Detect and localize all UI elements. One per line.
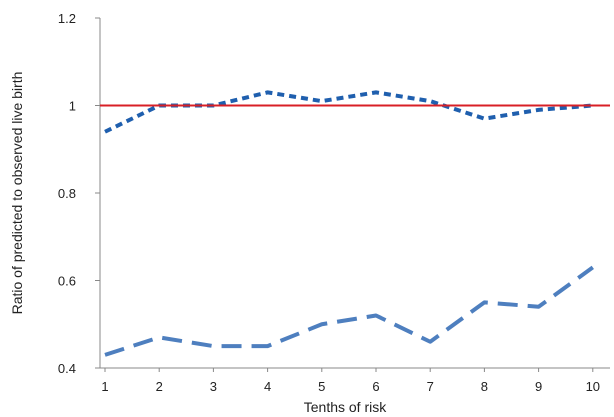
y-tick-label: 0.8 [58, 186, 76, 201]
x-tick-label: 8 [481, 379, 488, 394]
x-axis-title: Tenths of risk [304, 399, 387, 415]
x-tick-label: 7 [427, 379, 434, 394]
axes [99, 18, 610, 369]
series-line-2 [104, 265, 594, 357]
x-tick-label: 4 [264, 379, 271, 394]
series-group [104, 90, 594, 357]
x-tick-label: 1 [101, 379, 108, 394]
y-tick-label: 0.4 [58, 361, 76, 376]
x-tick-label: 6 [372, 379, 379, 394]
x-tick-label: 2 [156, 379, 163, 394]
y-tick-label: 1.2 [58, 11, 76, 26]
y-axis-title: Ratio of predicted to observed live birt… [9, 72, 25, 315]
x-tick-label: 10 [586, 379, 600, 394]
y-tick-label: 0.6 [58, 274, 76, 289]
x-tick-label: 5 [318, 379, 325, 394]
y-ticks: 0.4 0.6 0.8 1 1.2 [58, 11, 100, 376]
x-ticks: 1 2 3 4 5 6 7 8 9 10 [101, 368, 600, 394]
y-tick-label: 1 [69, 99, 76, 114]
series-line-1 [104, 90, 593, 134]
x-tick-label: 9 [535, 379, 542, 394]
x-tick-label: 3 [210, 379, 217, 394]
